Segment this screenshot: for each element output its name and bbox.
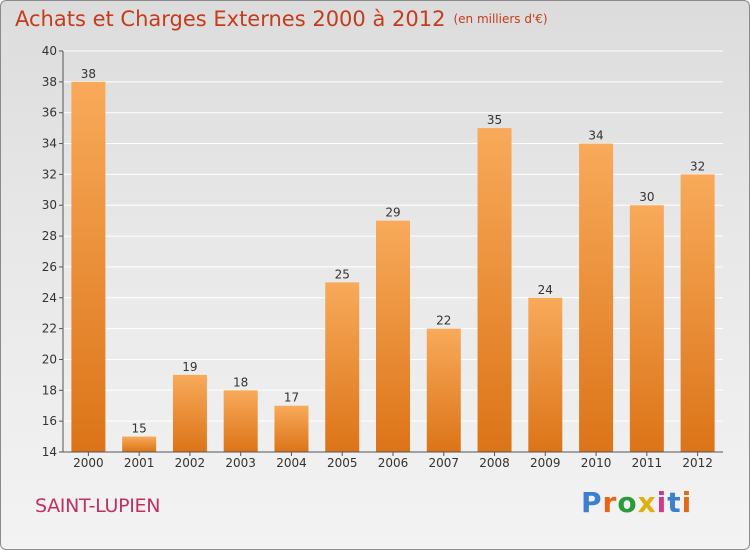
proxiti-logo: Proxiti xyxy=(581,486,692,519)
x-tick-label: 2011 xyxy=(632,456,663,470)
x-tick-label: 2001 xyxy=(124,456,155,470)
x-tick-label: 2010 xyxy=(581,456,612,470)
bar xyxy=(680,174,715,452)
x-tick-label: 2006 xyxy=(378,456,409,470)
bar xyxy=(376,220,410,452)
bar xyxy=(426,328,461,452)
labels: 14 16 18 20 22 24 26 28 30 32 34 36 38 40 38 2000 15 2001… xyxy=(42,44,713,470)
chart-title-text: Achats et Charges Externes 2000 à 2012 xyxy=(15,7,446,31)
y-tick-label: 34 xyxy=(42,137,57,151)
logo-letter: o xyxy=(617,486,638,519)
x-tick-label: 2009 xyxy=(530,456,561,470)
data-label: 35 xyxy=(487,113,502,127)
y-tick-label: 36 xyxy=(42,106,57,120)
bar xyxy=(477,128,512,452)
y-tick-label: 32 xyxy=(42,167,57,181)
y-tick-label: 18 xyxy=(42,383,57,397)
y-tick-label: 26 xyxy=(42,260,57,274)
bars xyxy=(71,81,715,453)
bar xyxy=(629,205,664,452)
bar xyxy=(223,390,258,452)
logo-letter: i xyxy=(681,486,693,519)
logo-letter: i xyxy=(656,486,668,519)
logo-letter: r xyxy=(602,486,618,519)
logo-letter: x xyxy=(637,486,657,519)
y-tick-label: 38 xyxy=(42,75,57,89)
x-tick-label: 2005 xyxy=(327,456,358,470)
axes xyxy=(59,50,723,456)
x-tick-label: 2000 xyxy=(73,456,104,470)
chart-unit: (en milliers d'€) xyxy=(453,12,548,26)
y-tick-label: 16 xyxy=(42,414,57,428)
x-tick-label: 2012 xyxy=(682,456,713,470)
data-label: 18 xyxy=(233,375,248,389)
x-tick-label: 2003 xyxy=(225,456,256,470)
x-tick-label: 2007 xyxy=(428,456,459,470)
data-label: 19 xyxy=(182,360,197,374)
bar xyxy=(172,374,207,452)
bar xyxy=(122,436,157,452)
y-tick-label: 30 xyxy=(42,198,57,212)
y-tick-label: 20 xyxy=(42,352,57,366)
data-label: 25 xyxy=(335,267,350,281)
logo-letter: P xyxy=(581,486,603,519)
y-tick-label: 28 xyxy=(42,229,57,243)
y-tick-label: 40 xyxy=(42,44,57,58)
x-tick-label: 2008 xyxy=(479,456,510,470)
bar xyxy=(528,297,563,452)
bar xyxy=(579,143,614,453)
commune-name: SAINT-LUPIEN xyxy=(35,495,161,517)
y-tick-label: 14 xyxy=(42,445,57,459)
chart-title: Achats et Charges Externes 2000 à 2012 (e… xyxy=(15,7,548,31)
data-label: 32 xyxy=(690,159,705,173)
data-label: 30 xyxy=(639,190,654,204)
y-tick-label: 24 xyxy=(42,291,57,305)
data-label: 24 xyxy=(538,283,553,297)
data-label: 38 xyxy=(81,67,96,81)
x-tick-label: 2004 xyxy=(276,456,307,470)
bar xyxy=(71,81,106,452)
x-tick-label: 2002 xyxy=(175,456,206,470)
data-label: 15 xyxy=(132,422,147,436)
bar xyxy=(274,405,309,452)
data-label: 29 xyxy=(385,206,400,220)
logo-letter: t xyxy=(667,486,682,519)
data-label: 34 xyxy=(588,129,603,143)
y-tick-label: 22 xyxy=(42,322,57,336)
data-label: 22 xyxy=(436,314,451,328)
data-label: 17 xyxy=(284,391,299,405)
bar xyxy=(325,282,360,452)
